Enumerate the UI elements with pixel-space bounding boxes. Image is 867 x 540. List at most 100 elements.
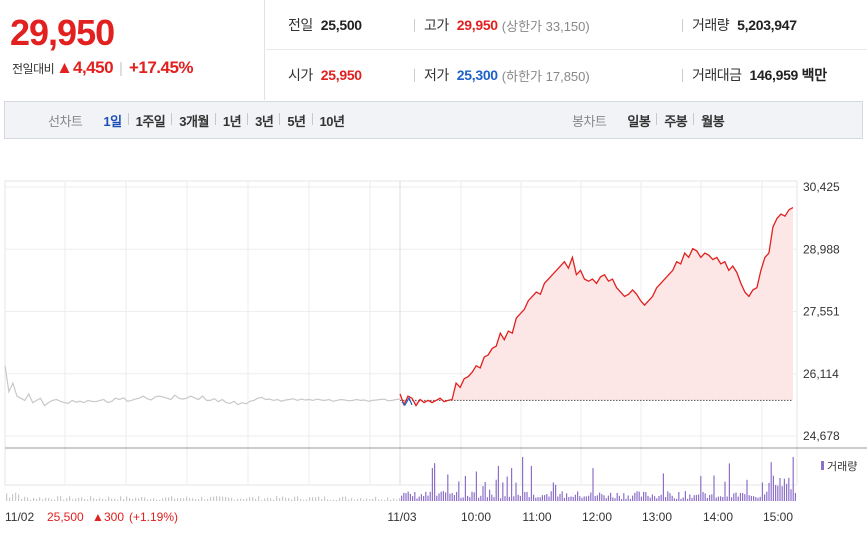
volume-bar	[748, 495, 750, 501]
volume-bar	[174, 498, 176, 501]
candle-monthly[interactable]: 월봉	[693, 111, 731, 130]
volume-bar	[451, 493, 453, 501]
volume-bar	[511, 468, 513, 501]
volume-bar	[533, 494, 535, 501]
open-price: 시가 25,950	[288, 50, 362, 100]
volume-bar	[27, 497, 29, 501]
volume-bar	[555, 484, 557, 501]
change-amount: 4,450	[73, 58, 114, 77]
volume-bar	[312, 497, 314, 501]
volume-bar	[467, 495, 469, 501]
volume-bar	[222, 496, 224, 501]
candle-daily[interactable]: 일봉	[627, 113, 651, 129]
volume-bar	[409, 493, 411, 501]
volume-bar	[412, 496, 414, 501]
volume-bar	[636, 491, 638, 501]
trade-amount-label: 거래대금	[692, 67, 742, 83]
volume-bar	[662, 473, 664, 501]
volume-bar	[638, 491, 640, 501]
volume-bar	[621, 499, 623, 501]
period-1w[interactable]: 1주일	[127, 111, 173, 130]
volume-bar	[288, 498, 290, 501]
period-1d[interactable]: 1일	[103, 113, 122, 129]
volume-bar	[561, 491, 563, 501]
volume-bar	[51, 499, 53, 501]
volume-bar	[669, 493, 671, 501]
volume-legend-swatch	[821, 461, 824, 470]
volume-bar	[399, 498, 401, 501]
x-axis-labels: 11/03 10:00 11:00 12:00 13:00 14:00 15:00	[387, 510, 793, 524]
volume-bar	[378, 499, 380, 501]
volume-bar	[442, 491, 444, 501]
volume-bar	[87, 499, 89, 501]
volume-bar	[63, 499, 65, 501]
volume-bar	[33, 498, 35, 501]
volume-bar	[72, 499, 74, 501]
volume-bar	[568, 497, 570, 501]
volume-bar	[607, 495, 609, 501]
volume-bar	[794, 493, 796, 501]
today-line	[399, 207, 794, 407]
volume-bar	[9, 497, 11, 501]
period-3m[interactable]: 3개월	[171, 111, 216, 130]
volume-bar	[486, 497, 488, 501]
volume-bar	[618, 495, 620, 501]
x-tick-label: 10:00	[461, 510, 491, 524]
volume-bar	[192, 498, 194, 501]
volume-value: 5,203,947	[737, 17, 797, 33]
volume-bar	[766, 491, 768, 501]
prev-close-value: 25,500	[320, 17, 362, 33]
volume-bar	[728, 463, 730, 501]
volume-bar	[204, 499, 206, 501]
volume-bar	[168, 497, 170, 501]
chart-toolbar: 선차트 1일 1주일 3개월 1년 3년 5년 10년 봉차트 일봉 주봉 월봉	[4, 101, 863, 139]
volume-bar	[30, 499, 32, 501]
period-1y[interactable]: 1년	[214, 111, 248, 130]
volume-bar	[684, 491, 686, 501]
volume-bar	[147, 499, 149, 501]
volume-bar	[731, 497, 733, 501]
volume-bar	[612, 497, 614, 501]
volume-bar	[93, 498, 95, 501]
volume-bar	[698, 494, 700, 501]
volume-bar	[478, 497, 480, 501]
volume-bar	[198, 499, 200, 501]
volume-bar	[255, 498, 257, 501]
volume-bar	[482, 486, 484, 501]
volume-bar	[737, 496, 739, 501]
volume-bar	[605, 498, 607, 501]
prev-day-price-line	[4, 365, 401, 407]
trade-amount-value: 146,959 백만	[749, 67, 828, 83]
volume-bar	[267, 497, 269, 501]
volume-bar	[273, 499, 275, 501]
volume-bar	[440, 491, 442, 501]
volume-bar	[276, 496, 278, 501]
period-3y[interactable]: 3년	[247, 111, 280, 130]
volume-bar	[770, 462, 772, 501]
volume-bar	[746, 479, 748, 501]
volume-bar	[252, 497, 254, 501]
volume-bar	[693, 495, 695, 501]
volume-bar	[491, 494, 493, 501]
volume-bar	[645, 492, 647, 501]
volume-bar	[387, 497, 389, 501]
below-baseline-segment	[401, 396, 413, 406]
volume-bar	[336, 499, 338, 501]
volume-bar	[425, 491, 427, 501]
rise-area-fill	[400, 207, 793, 406]
volume-bar	[469, 497, 471, 501]
period-5y[interactable]: 5년	[279, 111, 312, 130]
volume-bar	[757, 497, 759, 501]
rise-area	[400, 207, 793, 406]
volume-bar	[297, 496, 299, 501]
volume-bar	[141, 496, 143, 501]
period-10y[interactable]: 10년	[311, 111, 352, 130]
volume-bar	[429, 491, 431, 501]
volume-bar	[783, 478, 785, 501]
y-tick-label: 24,678	[803, 429, 840, 443]
volume-bar	[704, 493, 706, 501]
volume-bar	[695, 495, 697, 501]
volume-bar	[12, 494, 14, 501]
candle-weekly[interactable]: 주봉	[656, 111, 694, 130]
volume-bar	[460, 497, 462, 501]
